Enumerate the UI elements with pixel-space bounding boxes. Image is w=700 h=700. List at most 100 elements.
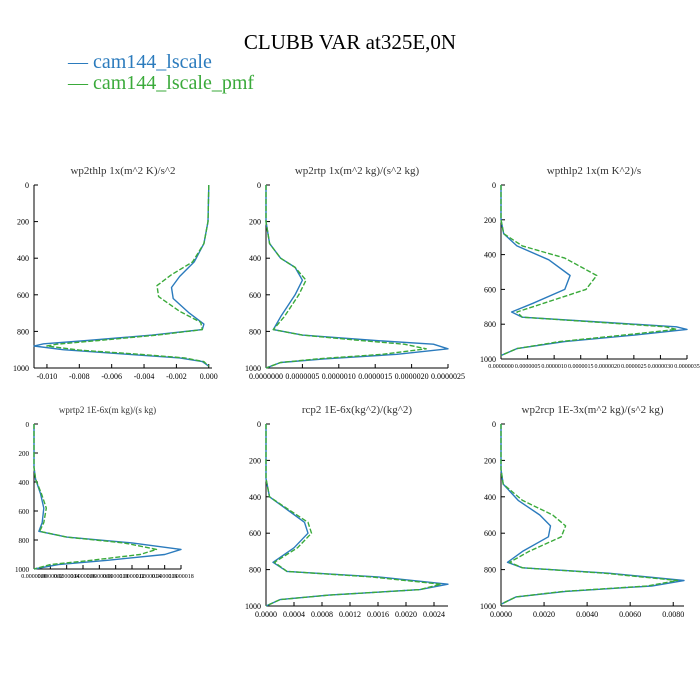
legend-label: cam144_lscale_pmf xyxy=(93,72,255,94)
y-tick-label: 1000 xyxy=(15,566,30,574)
y-tick-label: 0 xyxy=(257,420,261,429)
x-tick-label: 0.0020 xyxy=(395,610,417,619)
x-tick-label: 0.0000014 xyxy=(136,574,162,580)
y-tick-label: 600 xyxy=(249,291,261,300)
x-tick-label: 0.0000018 xyxy=(168,574,194,580)
x-tick-label: -0.004 xyxy=(134,372,155,381)
y-tick-label: 200 xyxy=(484,456,496,465)
x-tick-label: 0.0000012 xyxy=(119,574,145,580)
chart-title: wprtp2 1E-6x(m kg)/(s kg) xyxy=(59,405,156,415)
y-tick-label: 600 xyxy=(17,291,29,300)
y-tick-label: 1000 xyxy=(13,364,29,373)
y-tick-label: 400 xyxy=(249,493,261,502)
chart-title: wp2rcp 1E-3x(m^2 kg)/(s^2 kg) xyxy=(522,404,664,416)
x-tick-label: 0.0000 xyxy=(490,610,512,619)
chart-panel-2: wp2rtp 1x(m^2 kg)/(s^2 kg) 0 200 400 600 800 1… xyxy=(245,165,465,381)
x-tick-label: 0.0004 xyxy=(283,610,305,619)
x-tick-label: 0.0060 xyxy=(619,610,641,619)
y-tick-label: 600 xyxy=(484,285,496,294)
chart-title: wpthlp2 1x(m K^2)/s xyxy=(547,165,641,177)
legend-entry-cam144-lscale: — cam144_lscale xyxy=(68,51,212,73)
y-tick-label: 400 xyxy=(17,254,29,263)
chart-panel-1: wp2thlp 1x(m^2 K)/s^2 0 200 400 600 800 1000 -0… xyxy=(13,165,218,381)
x-tick-label: 0.0000020 xyxy=(395,372,429,381)
series-line-cam144-lscale xyxy=(500,185,688,357)
x-tick-label: 0.0000010 xyxy=(103,574,129,580)
series-line-cam144-lscale xyxy=(265,424,449,607)
y-tick-label: 200 xyxy=(484,216,496,225)
series-line-cam144-lscale-pmf xyxy=(500,424,679,605)
chart-panel-6: wp2rcp 1E-3x(m^2 kg)/(s^2 kg) 0 200 400 600 8… xyxy=(480,404,685,619)
y-tick-label: 600 xyxy=(249,529,261,538)
series-line-cam144-lscale-pmf xyxy=(33,424,158,570)
x-tick-label: 0.0000 xyxy=(255,610,277,619)
chart-panel-3: wpthlp2 1x(m K^2)/s020040060080010000.00… xyxy=(480,165,700,370)
y-tick-label: 0 xyxy=(492,420,496,429)
x-tick-label: 0.0008 xyxy=(311,610,333,619)
x-tick-label: 0.0000015 xyxy=(358,372,392,381)
chart-panel-5: rcp2 1E-6x(kg^2)/(kg^2) 0 200 400 600 800 1000… xyxy=(245,404,449,619)
y-tick-label: 200 xyxy=(249,456,261,465)
chart-title: rcp2 1E-6x(kg^2)/(kg^2) xyxy=(302,404,413,416)
x-tick-label: 0.0016 xyxy=(367,610,389,619)
series-line-cam144-lscale-pmf xyxy=(265,185,427,369)
y-tick-label: 0 xyxy=(26,421,30,429)
x-tick-label: 0.000 xyxy=(200,372,218,381)
x-tick-label: 0.0080 xyxy=(662,610,684,619)
x-tick-label: 0.0000025 xyxy=(431,372,465,381)
y-tick-label: 800 xyxy=(249,327,261,336)
x-tick-label: 0.0000000 xyxy=(21,574,47,580)
y-tick-label: 0 xyxy=(492,181,496,190)
x-tick-label: 0.0000005 xyxy=(515,364,541,370)
x-tick-label: 0.0040 xyxy=(576,610,598,619)
x-tick-label: -0.002 xyxy=(166,372,187,381)
x-tick-label: 0.0000020 xyxy=(595,364,621,370)
x-tick-label: 0.0012 xyxy=(339,610,361,619)
y-tick-label: 600 xyxy=(484,529,496,538)
x-tick-label: 0.0000025 xyxy=(621,364,647,370)
y-tick-label: 600 xyxy=(19,508,30,516)
series-line-cam144-lscale xyxy=(500,424,685,605)
x-tick-label: 0.0000030 xyxy=(648,364,674,370)
y-tick-label: 1000 xyxy=(245,364,261,373)
y-tick-label: 800 xyxy=(19,537,30,545)
x-tick-label: -0.006 xyxy=(101,372,122,381)
y-tick-label: 400 xyxy=(484,493,496,502)
y-tick-label: 200 xyxy=(19,450,30,458)
x-tick-label: 0.0000000 xyxy=(488,364,514,370)
x-tick-label: 0.0020 xyxy=(533,610,555,619)
x-tick-label: 0.0000015 xyxy=(568,364,594,370)
y-tick-label: 800 xyxy=(249,566,261,575)
figure-title: CLUBB VAR at325E,0N xyxy=(243,30,457,54)
legend-line-marker: — xyxy=(68,51,93,73)
legend-entry-cam144-lscale-pmf: — cam144_lscale_pmf xyxy=(68,72,254,94)
x-tick-label: -0.010 xyxy=(37,372,58,381)
y-tick-label: 1000 xyxy=(480,355,496,364)
x-tick-label: 0.0024 xyxy=(423,610,445,619)
y-tick-label: 400 xyxy=(19,479,30,487)
legend-label: cam144_lscale xyxy=(93,51,212,73)
x-tick-label: -0.008 xyxy=(69,372,90,381)
legend-line-marker: — xyxy=(68,72,93,94)
y-tick-label: 200 xyxy=(17,218,29,227)
x-tick-label: 0.0000010 xyxy=(541,364,567,370)
x-tick-label: 0.0000006 xyxy=(70,574,96,580)
y-tick-label: 0 xyxy=(25,181,29,190)
y-tick-label: 400 xyxy=(484,251,496,260)
x-tick-label: 0.0000005 xyxy=(285,372,319,381)
y-tick-label: 800 xyxy=(484,320,496,329)
series-line-cam144-lscale-pmf xyxy=(46,184,210,367)
y-tick-label: 1000 xyxy=(245,602,261,611)
series-line-cam144-lscale-pmf xyxy=(500,185,678,357)
series-line-cam144-lscale xyxy=(33,424,182,570)
chart-panel-4: wprtp2 1E-6x(m kg)/(s kg) 0 200 400 600 800 10… xyxy=(15,405,194,580)
x-tick-label: 0.0000008 xyxy=(87,574,113,580)
y-tick-label: 400 xyxy=(249,254,261,263)
chart-title: wp2rtp 1x(m^2 kg)/(s^2 kg) xyxy=(295,165,420,177)
x-tick-label: 0.0000035 xyxy=(674,364,700,370)
chart-title: wp2thlp 1x(m^2 K)/s^2 xyxy=(70,165,175,177)
x-tick-label: 0.0000004 xyxy=(54,574,80,580)
y-tick-label: 800 xyxy=(17,327,29,336)
x-tick-label: 0.0000016 xyxy=(152,574,178,580)
